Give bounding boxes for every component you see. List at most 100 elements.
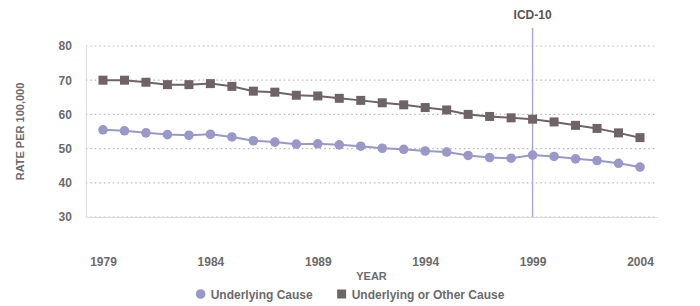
y-tick: 40 bbox=[58, 176, 85, 190]
data-point bbox=[313, 91, 322, 100]
x-tick-label: 1984 bbox=[198, 255, 225, 269]
data-point bbox=[270, 137, 280, 147]
grid-line bbox=[86, 114, 657, 115]
series-line bbox=[103, 130, 640, 167]
grid-line bbox=[86, 45, 657, 46]
legend-item: Underlying or Other Cause bbox=[337, 288, 505, 302]
x-tick: 1994 bbox=[412, 217, 439, 269]
data-point bbox=[442, 105, 451, 114]
annotation-label: ICD-10 bbox=[514, 8, 552, 22]
x-axis-title: YEAR bbox=[356, 270, 387, 282]
data-point bbox=[420, 146, 430, 156]
data-point bbox=[98, 125, 108, 135]
x-tick-label: 1994 bbox=[412, 255, 439, 269]
data-point bbox=[292, 91, 301, 100]
y-tick: 50 bbox=[58, 142, 85, 156]
x-tick-label: 1979 bbox=[90, 255, 117, 269]
data-point bbox=[614, 128, 623, 137]
series-line bbox=[103, 80, 640, 137]
y-tick: 70 bbox=[58, 74, 85, 88]
y-tick-label: 70 bbox=[58, 74, 72, 88]
data-point bbox=[356, 141, 366, 151]
data-point bbox=[163, 130, 173, 140]
y-axis-title: RATE PER 100,000 bbox=[14, 83, 26, 181]
grid-line bbox=[86, 182, 657, 183]
x-tick-label: 2004 bbox=[627, 255, 654, 269]
data-point bbox=[378, 98, 387, 107]
data-point bbox=[636, 133, 645, 142]
data-point bbox=[163, 80, 172, 89]
data-point bbox=[485, 112, 494, 121]
legend-marker bbox=[196, 289, 206, 299]
x-axis-line bbox=[86, 217, 657, 218]
data-point bbox=[141, 128, 151, 138]
x-tick: 1999 bbox=[520, 217, 547, 269]
y-tick: 60 bbox=[58, 108, 85, 122]
series-markers bbox=[99, 76, 645, 142]
grid-line bbox=[86, 216, 657, 217]
data-point bbox=[249, 87, 258, 96]
data-point bbox=[528, 115, 537, 124]
y-tick-label: 60 bbox=[58, 108, 72, 122]
data-point bbox=[120, 126, 130, 136]
y-axis-line bbox=[86, 47, 87, 218]
chart-container: 30 40 50 60 70 80 1979 1984 1989 1994 1999 2004 YEAR… bbox=[0, 0, 700, 306]
legend-label: Underlying Cause bbox=[211, 288, 313, 302]
data-point bbox=[485, 153, 495, 163]
y-tick-label: 50 bbox=[58, 142, 72, 156]
y-tick-label: 40 bbox=[58, 176, 72, 190]
x-axis: 1979 1984 1989 1994 1999 2004 bbox=[86, 217, 657, 269]
data-point bbox=[464, 110, 473, 119]
data-point bbox=[141, 78, 150, 87]
legend-label: Underlying or Other Cause bbox=[352, 288, 505, 302]
data-point bbox=[334, 140, 344, 150]
data-point bbox=[528, 150, 538, 160]
data-point bbox=[292, 139, 302, 149]
x-tick-label: 1999 bbox=[520, 255, 547, 269]
y-tick-label: 80 bbox=[58, 39, 72, 53]
data-point bbox=[356, 96, 365, 105]
legend-marker bbox=[337, 290, 346, 299]
series-markers bbox=[98, 125, 645, 172]
data-point bbox=[313, 139, 323, 149]
data-point bbox=[227, 132, 237, 142]
y-tick: 30 bbox=[58, 210, 85, 224]
data-point bbox=[442, 147, 452, 157]
data-point bbox=[206, 79, 215, 88]
data-point bbox=[249, 136, 259, 146]
legend-item: Underlying Cause bbox=[196, 288, 313, 302]
data-point bbox=[571, 121, 580, 130]
y-tick: 80 bbox=[58, 39, 85, 53]
data-point bbox=[463, 151, 473, 161]
data-point bbox=[335, 94, 344, 103]
legend: Underlying Cause Underlying or Other Caus… bbox=[196, 288, 505, 302]
x-tick: 1989 bbox=[305, 217, 332, 269]
data-point bbox=[206, 129, 216, 139]
data-point bbox=[507, 113, 516, 122]
data-point bbox=[592, 156, 602, 166]
data-point bbox=[184, 80, 193, 89]
data-point bbox=[614, 159, 624, 169]
y-axis: 30 40 50 60 70 80 bbox=[58, 39, 86, 224]
data-point bbox=[550, 117, 559, 126]
x-tick: 2004 bbox=[627, 217, 654, 269]
data-point bbox=[399, 100, 408, 109]
data-point bbox=[571, 154, 581, 164]
data-point bbox=[399, 144, 409, 154]
plot-area bbox=[98, 76, 645, 172]
x-tick: 1979 bbox=[90, 217, 117, 269]
data-point bbox=[120, 76, 129, 85]
data-point bbox=[506, 153, 516, 163]
data-point bbox=[227, 82, 236, 91]
data-point bbox=[549, 152, 559, 162]
data-point bbox=[421, 103, 430, 112]
data-point bbox=[270, 88, 279, 97]
grid bbox=[86, 46, 657, 217]
data-point bbox=[635, 162, 645, 172]
data-point bbox=[184, 130, 194, 140]
x-tick-label: 1989 bbox=[305, 255, 332, 269]
data-point bbox=[99, 76, 108, 85]
data-point bbox=[377, 143, 387, 153]
data-point bbox=[593, 124, 602, 133]
y-tick-label: 30 bbox=[58, 210, 72, 224]
